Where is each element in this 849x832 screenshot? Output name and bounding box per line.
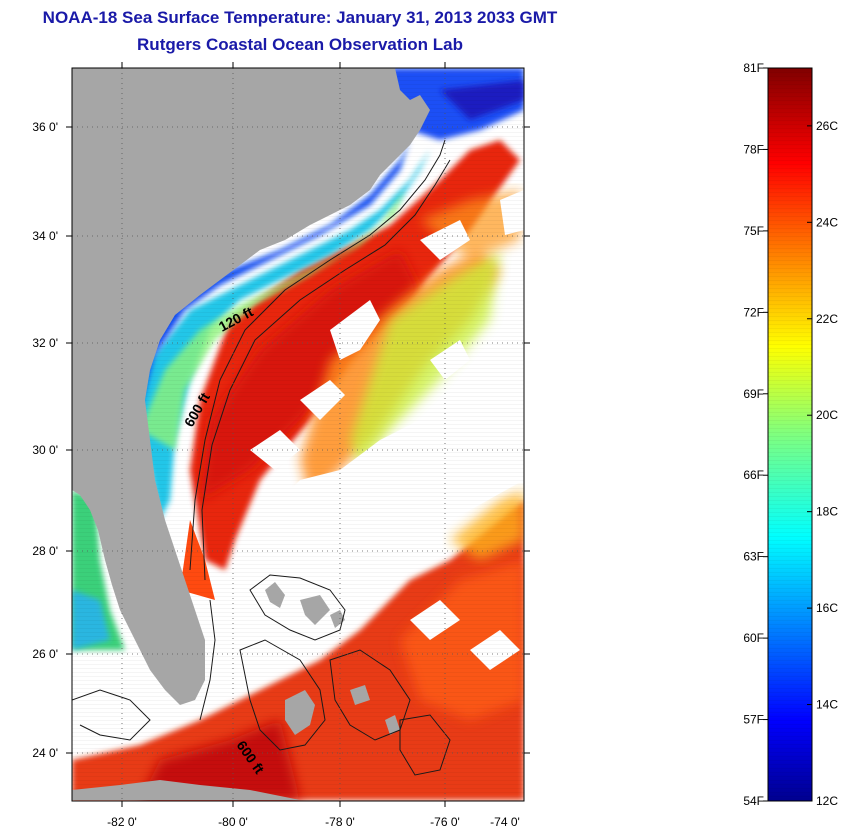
lon-tick-label: -78 0' — [325, 815, 355, 829]
colorbar-f-label: 69F — [743, 387, 764, 401]
colorbar-f-label: 54F — [743, 794, 764, 808]
colorbar-f-label: 78F — [743, 142, 764, 156]
colorbar-celsius-scale: 26C 24C 22C 20C 18C 16C 14C 12C — [807, 119, 838, 808]
map-plot-area: 120 ft 600 ft 600 ft — [72, 68, 524, 801]
colorbar: 81F 78F 75F 72F 69F 66F 63F 60F 57F 54F 26C 24C 22C… — [743, 61, 838, 808]
map-subtitle: Rutgers Coastal Ocean Observation Lab — [137, 35, 463, 54]
colorbar-f-label: 81F — [743, 61, 764, 75]
latitude-labels: 24 0' 26 0' 28 0' 30 0' 32 0' 34 0' 36 0… — [32, 120, 58, 760]
colorbar-c-label: 14C — [816, 698, 838, 712]
colorbar-c-label: 12C — [816, 794, 838, 808]
lon-tick-label: -80 0' — [218, 815, 248, 829]
colorbar-f-label: 72F — [743, 305, 764, 319]
colorbar-f-label: 57F — [743, 713, 764, 727]
colorbar-c-label: 18C — [816, 505, 838, 519]
lat-tick-label: 32 0' — [32, 336, 58, 350]
colorbar-f-label: 60F — [743, 631, 764, 645]
lon-tick-label: -82 0' — [107, 815, 137, 829]
map-frame-border — [71, 67, 525, 802]
colorbar-f-label: 63F — [743, 550, 764, 564]
lat-tick-label: 34 0' — [32, 229, 58, 243]
grid-lines — [72, 68, 524, 801]
colorbar-fahrenheit-scale: 81F 78F 75F 72F 69F 66F 63F 60F 57F 54F — [743, 61, 768, 808]
colorbar-f-label: 66F — [743, 468, 764, 482]
lat-tick-label: 28 0' — [32, 544, 58, 558]
colorbar-c-label: 16C — [816, 601, 838, 615]
lon-tick-label: -76 0' — [430, 815, 460, 829]
colorbar-c-label: 26C — [816, 119, 838, 133]
axis-ticks — [66, 62, 530, 807]
bathymetry-contours — [72, 139, 451, 776]
lon-tick-label: -74 0' — [490, 815, 520, 829]
lat-tick-label: 36 0' — [32, 120, 58, 134]
longitude-labels: -82 0' -80 0' -78 0' -76 0' -74 0' — [107, 815, 520, 829]
lat-tick-label: 30 0' — [32, 443, 58, 457]
colorbar-c-label: 24C — [816, 215, 838, 229]
map-title: NOAA-18 Sea Surface Temperature: January… — [42, 8, 558, 27]
colorbar-c-label: 22C — [816, 312, 838, 326]
colorbar-f-label: 75F — [743, 224, 764, 238]
colorbar-c-label: 20C — [816, 408, 838, 422]
lat-tick-label: 26 0' — [32, 647, 58, 661]
colorbar-border — [767, 67, 813, 802]
lat-tick-label: 24 0' — [32, 746, 58, 760]
land — [72, 68, 430, 800]
